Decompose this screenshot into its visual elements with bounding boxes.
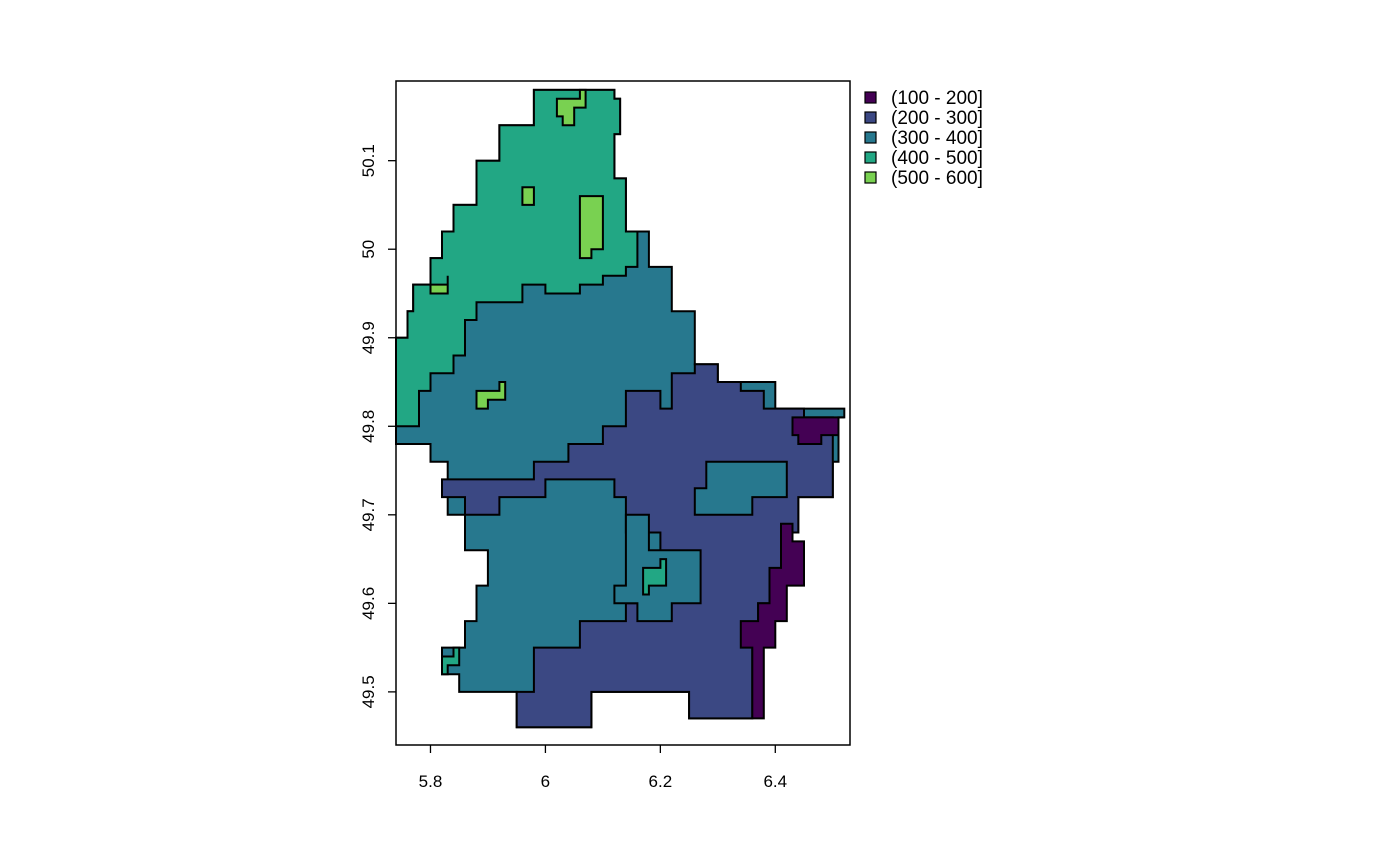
region-10 (475, 381, 507, 410)
region-12 (429, 275, 449, 295)
legend-label: (400 - 500] (891, 148, 983, 169)
plot-frame (395, 80, 851, 746)
region-13 (642, 558, 668, 596)
x-tick-label: 5.8 (419, 772, 443, 791)
legend-label: (500 - 600] (891, 168, 983, 189)
y-tick-label: 49.5 (359, 675, 378, 708)
region-7 (739, 522, 805, 720)
legend: (100 - 200](200 - 300](300 - 400](400 - … (864, 88, 983, 189)
x-tick-label: 6.2 (649, 772, 673, 791)
region-2 (395, 88, 639, 428)
region-14 (441, 646, 461, 676)
x-tick-label: 6.4 (763, 772, 787, 791)
legend-swatch (864, 151, 877, 164)
map-regions (395, 88, 846, 729)
legend-swatch (864, 91, 877, 104)
legend-label: (200 - 300] (891, 108, 983, 129)
region-6 (791, 416, 845, 445)
legend-swatch (864, 111, 877, 124)
region-8 (555, 88, 587, 127)
legend-swatch (864, 131, 877, 144)
y-tick-label: 50 (359, 240, 378, 259)
region-9 (578, 195, 604, 260)
y-tick-label: 49.8 (359, 410, 378, 443)
legend-swatch (864, 171, 877, 184)
legend-label: (300 - 400] (891, 128, 983, 149)
y-tick-label: 49.6 (359, 587, 378, 620)
legend-label: (100 - 200] (891, 88, 983, 109)
y-tick-label: 49.9 (359, 321, 378, 354)
y-tick-label: 50.1 (359, 144, 378, 177)
region-11 (521, 186, 535, 206)
x-tick-label: 6 (541, 772, 550, 791)
y-axis: 49.5 49.6 49.7 49.8 49.9 50 50.1 (359, 144, 396, 708)
x-axis: 5.8 6 6.2 6.4 (419, 745, 787, 791)
region-5 (693, 460, 788, 516)
y-tick-label: 49.7 (359, 498, 378, 531)
